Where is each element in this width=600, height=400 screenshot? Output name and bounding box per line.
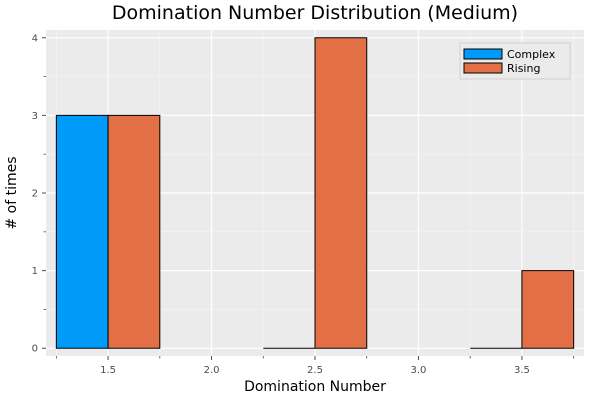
x-tick-label: 2.5 xyxy=(307,365,323,376)
legend-label: Rising xyxy=(507,62,540,75)
bar-rising xyxy=(314,37,368,349)
x-axis-label: Domination Number xyxy=(244,379,386,395)
y-axis-ticks: 0 1 2 3 4 xyxy=(32,33,46,355)
y-tick-label: 2 xyxy=(32,189,38,200)
y-axis-label: # of times xyxy=(4,156,20,229)
x-axis-ticks: 1.5 2.0 2.5 3.0 3.5 xyxy=(55,356,575,376)
bar-rising xyxy=(107,114,161,349)
legend-label: Complex xyxy=(507,48,556,61)
y-tick-label: 3 xyxy=(32,111,38,122)
y-tick-label: 4 xyxy=(32,33,38,44)
chart-title: Domination Number Distribution (Medium) xyxy=(112,2,518,24)
legend-swatch xyxy=(463,62,503,74)
bar-complex xyxy=(55,114,109,349)
y-tick-label: 0 xyxy=(32,344,38,355)
y-tick-label: 1 xyxy=(32,266,38,277)
x-tick-label: 1.5 xyxy=(100,365,116,376)
bar-rising xyxy=(521,270,575,349)
legend-swatch xyxy=(463,48,503,60)
x-tick-label: 3.0 xyxy=(411,365,427,376)
x-tick-label: 2.0 xyxy=(204,365,220,376)
x-tick-label: 3.5 xyxy=(514,365,530,376)
bars xyxy=(55,37,575,349)
